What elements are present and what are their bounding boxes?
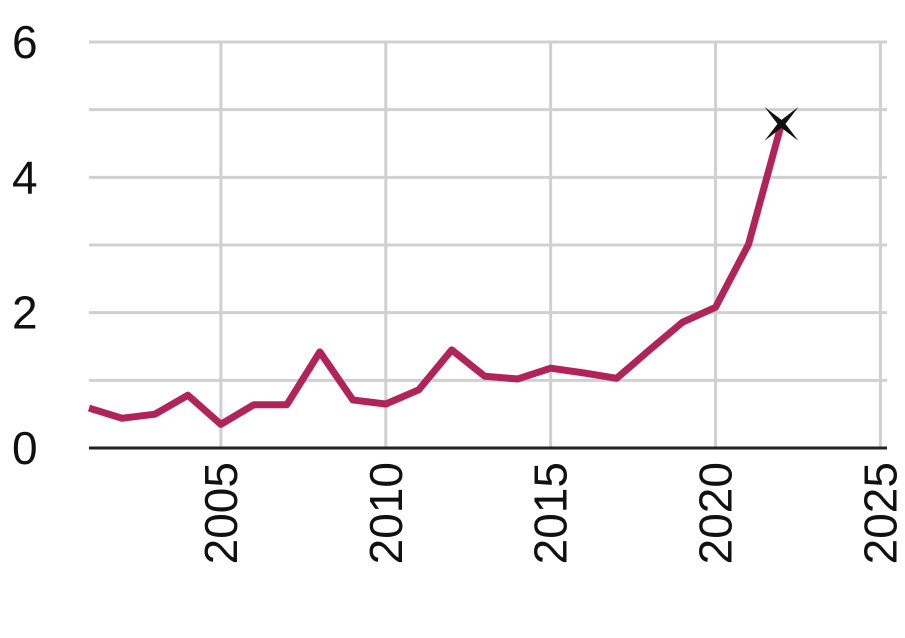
y-tick-label: 2 — [12, 287, 38, 339]
data-line — [87, 122, 785, 428]
x-tick-label: 2015 — [525, 462, 577, 564]
y-tick-label: 0 — [12, 422, 38, 474]
end-marker — [764, 106, 799, 141]
y-tick-label: 4 — [12, 151, 38, 203]
x-tick-label: 2005 — [195, 462, 247, 564]
x-tick-label: 2010 — [360, 462, 412, 564]
x-tick-label: 2020 — [690, 462, 742, 564]
x-tick-label: 2025 — [854, 462, 905, 564]
y-tick-label: 6 — [12, 16, 38, 68]
